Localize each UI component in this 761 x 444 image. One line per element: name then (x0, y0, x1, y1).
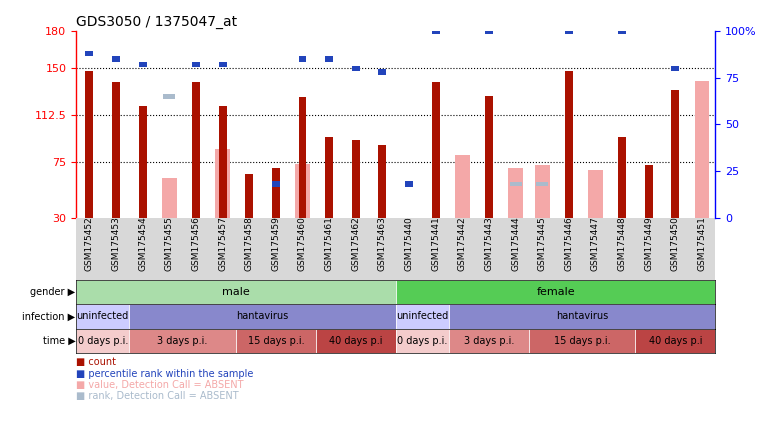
Bar (635, 329, 715, 353)
Text: male: male (222, 287, 250, 297)
Bar (449, 329, 529, 353)
Bar (85, 51, 94, 56)
Bar (76, 329, 129, 353)
Bar (236, 329, 316, 353)
Bar (535, 165, 549, 218)
Bar (325, 137, 333, 218)
Bar (139, 106, 147, 218)
Text: 3 days p.i.: 3 days p.i. (158, 336, 208, 346)
Text: ■ count: ■ count (76, 357, 116, 368)
Text: uninfected: uninfected (396, 311, 448, 321)
Bar (485, 96, 493, 218)
Text: 15 days p.i.: 15 days p.i. (554, 336, 610, 346)
Bar (695, 81, 709, 218)
Bar (671, 90, 680, 218)
Bar (139, 62, 147, 67)
Bar (485, 28, 493, 34)
Text: GDS3050 / 1375047_at: GDS3050 / 1375047_at (76, 15, 237, 29)
Bar (671, 66, 680, 71)
Bar (618, 28, 626, 34)
Bar (316, 329, 396, 353)
Bar (164, 94, 175, 99)
Bar (112, 56, 120, 62)
Text: gender ▶: gender ▶ (30, 287, 75, 297)
Bar (405, 218, 413, 236)
Bar (76, 280, 396, 304)
Bar (396, 329, 449, 353)
Bar (298, 56, 307, 62)
Bar (378, 69, 387, 75)
Bar (325, 56, 333, 62)
Bar (112, 82, 120, 218)
Bar (352, 140, 360, 218)
Bar (431, 82, 440, 218)
Text: 40 days p.i: 40 days p.i (329, 336, 383, 346)
Bar (449, 304, 715, 329)
Bar (129, 304, 396, 329)
Bar (455, 155, 470, 218)
Bar (645, 165, 653, 218)
Bar (295, 164, 310, 218)
Bar (510, 182, 521, 186)
Text: time ▶: time ▶ (43, 336, 75, 346)
Bar (272, 168, 280, 218)
Text: infection ▶: infection ▶ (22, 311, 75, 321)
Bar (378, 146, 387, 218)
Bar (405, 181, 413, 187)
Bar (588, 170, 603, 218)
Bar (162, 178, 177, 218)
Bar (529, 329, 635, 353)
Bar (129, 329, 236, 353)
Text: uninfected: uninfected (77, 311, 129, 321)
Bar (192, 82, 200, 218)
Bar (352, 66, 360, 71)
Text: 40 days p.i: 40 days p.i (648, 336, 702, 346)
Bar (396, 304, 449, 329)
Bar (218, 106, 227, 218)
Text: 0 days p.i.: 0 days p.i. (397, 336, 447, 346)
Text: ■ value, Detection Call = ABSENT: ■ value, Detection Call = ABSENT (76, 380, 244, 390)
Text: ■ percentile rank within the sample: ■ percentile rank within the sample (76, 369, 253, 379)
Text: female: female (537, 287, 575, 297)
Bar (298, 97, 307, 218)
Bar (618, 137, 626, 218)
Bar (565, 71, 573, 218)
Bar (272, 181, 280, 187)
Bar (565, 28, 573, 34)
Bar (76, 304, 129, 329)
Text: hantavirus: hantavirus (556, 311, 608, 321)
Text: ■ rank, Detection Call = ABSENT: ■ rank, Detection Call = ABSENT (76, 391, 239, 401)
Text: 15 days p.i.: 15 days p.i. (247, 336, 304, 346)
Bar (215, 149, 230, 218)
Bar (85, 71, 94, 218)
Bar (431, 28, 440, 34)
Bar (508, 168, 523, 218)
Bar (192, 62, 200, 67)
Text: 3 days p.i.: 3 days p.i. (463, 336, 514, 346)
Text: hantavirus: hantavirus (237, 311, 288, 321)
Bar (396, 280, 715, 304)
Bar (245, 174, 253, 218)
Bar (537, 182, 548, 186)
Text: 0 days p.i.: 0 days p.i. (78, 336, 128, 346)
Bar (218, 62, 227, 67)
